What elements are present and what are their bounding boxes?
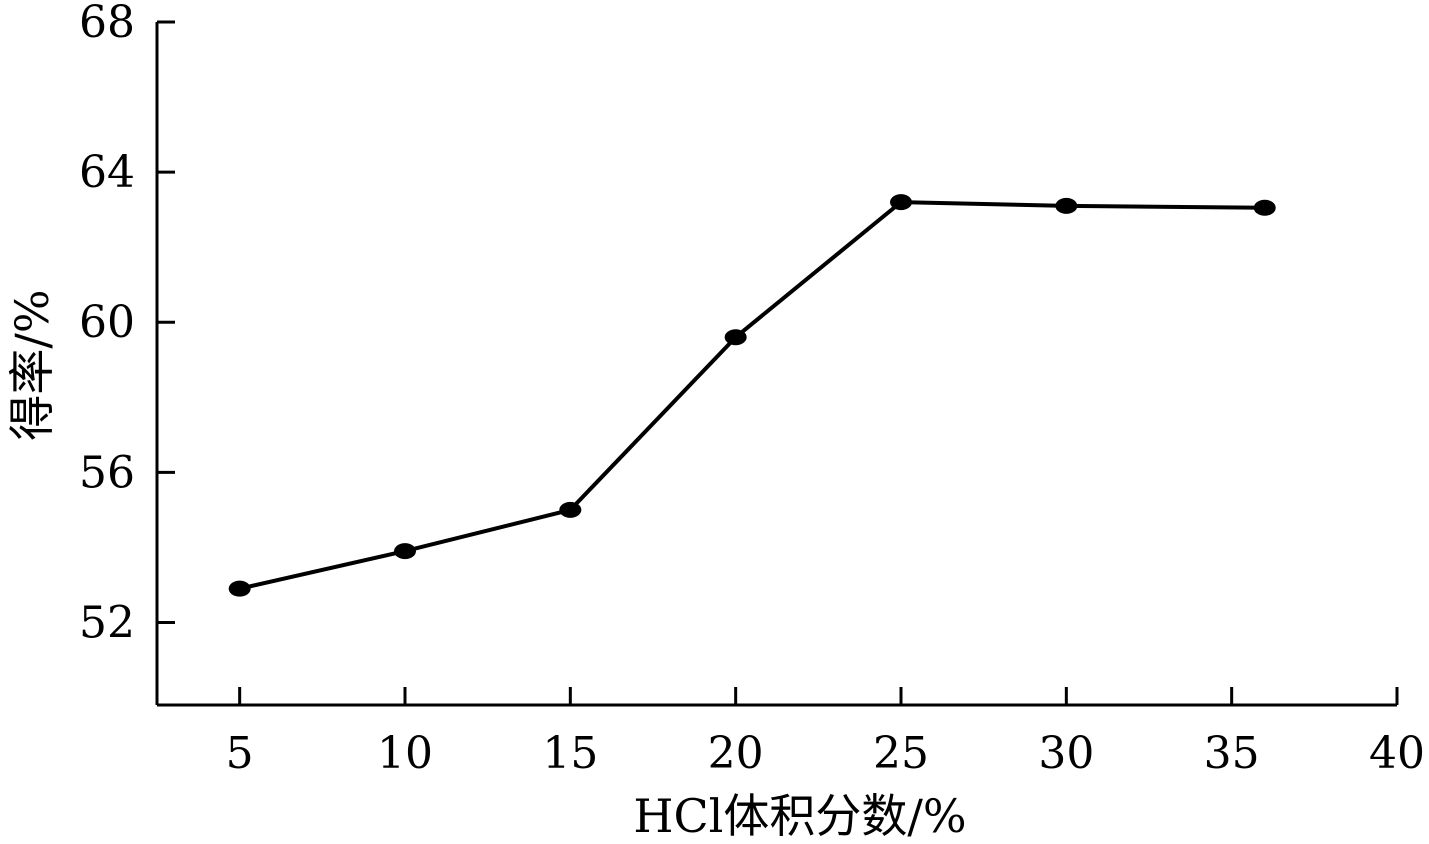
y-tick-label: 52 [79, 597, 135, 648]
data-point [1253, 199, 1276, 216]
x-tick-label: 10 [377, 728, 433, 779]
x-tick-label: 40 [1369, 728, 1425, 779]
y-ticks: 52 56 60 64 68 [79, 0, 175, 648]
data-point [1055, 197, 1078, 214]
x-axis-label: HCl体积分数/% [633, 789, 966, 840]
y-tick-label: 60 [79, 297, 135, 348]
y-tick-label: 64 [79, 147, 135, 198]
x-ticks: 5 10 15 20 25 30 35 40 [226, 687, 1425, 779]
x-tick-label: 5 [226, 728, 254, 779]
y-tick-label: 56 [79, 447, 135, 498]
series [228, 194, 1276, 597]
y-axis-label: 得率/% [5, 289, 59, 440]
series-line [239, 200, 1265, 591]
x-tick-label: 25 [873, 728, 929, 779]
x-tick-label: 35 [1204, 728, 1260, 779]
y-tick-label: 68 [79, 0, 135, 48]
data-point [724, 329, 747, 346]
x-tick-label: 20 [708, 728, 764, 779]
x-tick-label: 30 [1038, 728, 1094, 779]
data-point [228, 580, 251, 597]
axes [155, 22, 1397, 707]
x-tick-label: 15 [542, 728, 598, 779]
data-point [559, 501, 582, 518]
data-point [890, 194, 912, 211]
data-point [394, 543, 416, 560]
